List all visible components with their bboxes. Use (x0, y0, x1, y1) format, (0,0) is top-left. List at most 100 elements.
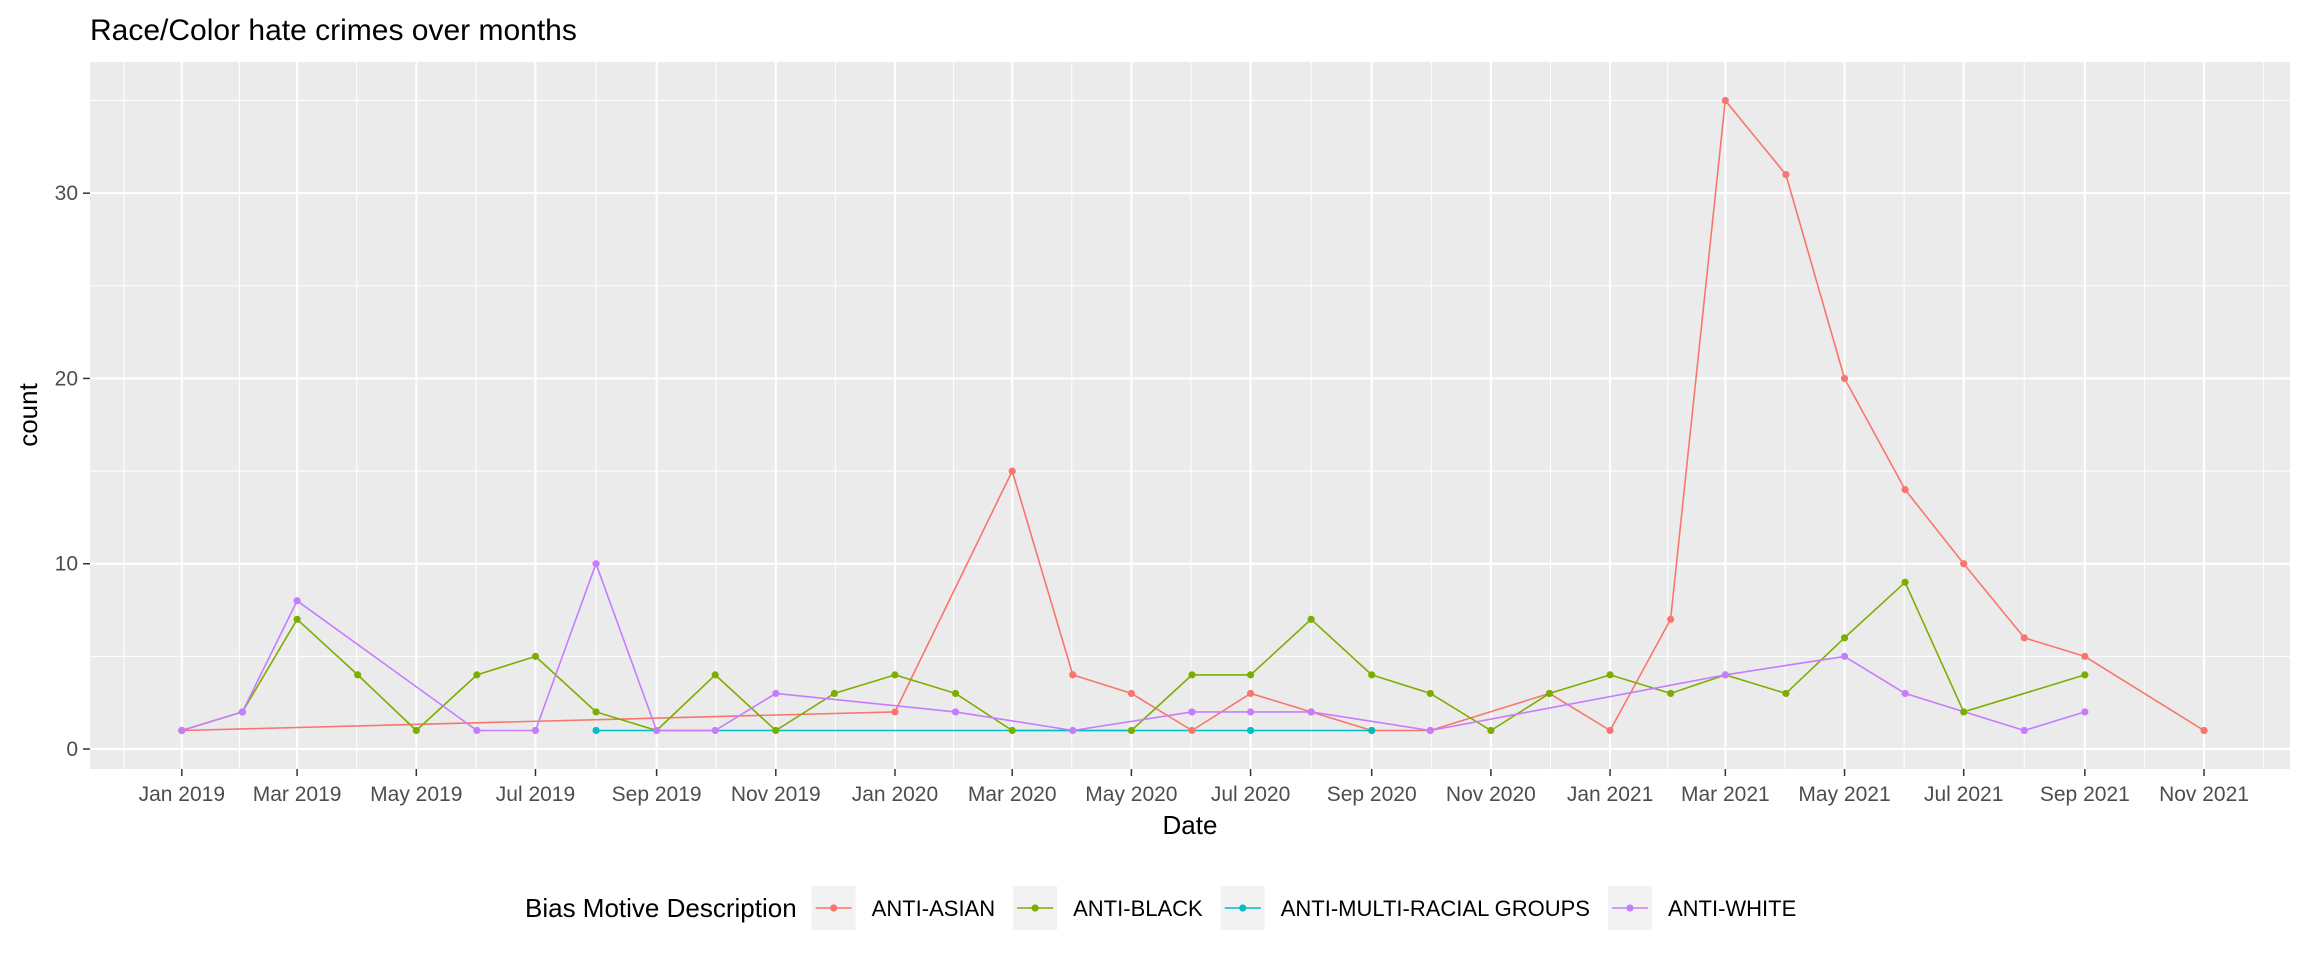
legend-key-point (1239, 904, 1247, 912)
data-point-anti-black (412, 726, 420, 735)
data-point-anti-asian (1008, 467, 1016, 475)
data-point-anti-white (1840, 652, 1849, 660)
data-point-anti-asian (1782, 171, 1790, 179)
data-point-anti-asian (1127, 689, 1135, 698)
data-point-anti-black (1901, 578, 1909, 586)
data-point-anti-white (1188, 708, 1196, 716)
data-point-anti-asian (1840, 374, 1849, 383)
major-gridlines (90, 62, 2290, 769)
data-point-anti-black (1487, 726, 1495, 735)
legend-label-anti-black: ANTI-BLACK (1073, 896, 1203, 921)
data-point-anti-black (1426, 689, 1434, 698)
data-point-anti-white (653, 726, 661, 735)
data-point-anti-black (1368, 671, 1376, 679)
data-point-anti-asian (2200, 726, 2208, 735)
data-point-anti-black (891, 671, 899, 679)
series-line-anti-white (181, 562, 2086, 732)
series-points (178, 96, 2208, 735)
data-point-anti-asian (1069, 671, 1077, 679)
data-point-anti-white (2081, 708, 2089, 716)
x-tick-label: Sep 2019 (612, 783, 702, 806)
y-tick-label: 30 (55, 182, 78, 205)
x-tick-label: Nov 2019 (731, 783, 821, 806)
data-point-anti-asian (1606, 726, 1614, 735)
data-point-anti-white (772, 689, 780, 698)
data-point-anti-asian (1188, 726, 1196, 735)
x-axis: Jan 2019 Mar 2019 May 2019 Jul 2019 Sep 2019… (139, 769, 2249, 806)
data-point-anti-black (1840, 634, 1849, 642)
data-point-anti-black (592, 708, 600, 716)
data-point-anti-asian (891, 708, 899, 716)
x-axis-title: Date (1163, 810, 1218, 840)
data-point-anti-black (951, 689, 960, 698)
data-point-anti-asian (1246, 689, 1255, 698)
legend-item-anti-multi-racial-groups: ANTI-MULTI-RACIAL GROUPS (1220, 886, 1590, 930)
y-axis-title: count (13, 382, 43, 446)
plot-panel (90, 62, 2290, 769)
data-point-anti-asian (1960, 560, 1968, 568)
data-point-anti-black (473, 671, 481, 679)
data-point-anti-black (1606, 671, 1614, 679)
y-axis: 0 10 20 30 (55, 182, 90, 761)
legend-label-anti-multi-racial-groups: ANTI-MULTI-RACIAL GROUPS (1281, 896, 1590, 921)
x-tick-label: Jul 2020 (1211, 783, 1290, 806)
legend-item-anti-black: ANTI-BLACK (1013, 886, 1203, 930)
x-tick-label: Jan 2020 (852, 783, 938, 806)
data-point-anti-white (1901, 689, 1909, 698)
y-tick-label: 20 (55, 367, 78, 390)
x-tick-label: Mar 2020 (968, 783, 1057, 806)
legend-key-point (1626, 904, 1634, 912)
data-point-anti-asian (1721, 96, 1729, 105)
legend-title: Bias Motive Description (525, 893, 797, 923)
data-point-anti-black (1667, 689, 1675, 698)
data-point-anti-black (772, 726, 780, 735)
legend-item-anti-white: ANTI-WHITE (1607, 886, 1796, 930)
data-point-anti-black (1545, 689, 1554, 698)
data-point-anti-black (354, 671, 362, 679)
data-point-anti-asian (1901, 486, 1909, 494)
data-point-anti-black (1782, 689, 1790, 698)
data-point-anti-black (531, 652, 540, 660)
data-point-anti-black (830, 689, 839, 698)
data-point-anti-white (1069, 726, 1077, 735)
x-tick-label: Jan 2019 (139, 783, 225, 806)
x-tick-label: Jul 2021 (1924, 783, 2003, 806)
x-tick-label: Mar 2019 (253, 783, 342, 806)
minor-gridlines (90, 62, 2290, 769)
data-point-anti-multi-racial-groups (592, 726, 600, 735)
data-point-anti-black (1008, 726, 1016, 735)
data-point-anti-black (1127, 726, 1135, 735)
data-point-anti-black (2081, 671, 2089, 679)
legend-label-anti-asian: ANTI-ASIAN (872, 896, 995, 921)
x-tick-label: May 2019 (370, 783, 462, 806)
data-point-anti-black (711, 671, 719, 679)
data-point-anti-white (1721, 671, 1729, 679)
x-tick-label: Sep 2020 (1327, 783, 1417, 806)
data-point-anti-white (238, 708, 246, 716)
data-point-anti-white (293, 597, 301, 605)
data-point-anti-white (178, 726, 186, 735)
y-tick-label: 0 (66, 738, 78, 761)
legend-label-anti-white: ANTI-WHITE (1668, 896, 1796, 921)
data-point-anti-white (1426, 726, 1434, 735)
legend-key-point (1031, 904, 1039, 912)
data-point-anti-white (531, 726, 540, 735)
data-point-anti-black (1188, 671, 1196, 679)
data-point-anti-multi-racial-groups (1246, 726, 1255, 735)
data-point-anti-white (1307, 708, 1315, 716)
chart-title: Race/Color hate crimes over months (90, 14, 577, 47)
x-tick-label: May 2020 (1085, 783, 1177, 806)
legend-item-anti-asian: ANTI-ASIAN (811, 886, 995, 930)
x-tick-label: Mar 2021 (1681, 783, 1770, 806)
x-tick-label: Jan 2021 (1567, 783, 1653, 806)
legend-items: ANTI-ASIAN ANTI-BLACK ANTI-MULTI-RACIAL GR… (811, 886, 1796, 930)
data-point-anti-asian (2020, 634, 2028, 642)
data-point-anti-asian (2081, 652, 2089, 660)
legend-key-point (830, 904, 838, 912)
data-point-anti-white (592, 560, 600, 568)
data-point-anti-white (711, 726, 719, 735)
x-tick-label: May 2021 (1798, 783, 1890, 806)
data-point-anti-white (951, 708, 960, 716)
data-point-anti-white (2020, 726, 2028, 735)
